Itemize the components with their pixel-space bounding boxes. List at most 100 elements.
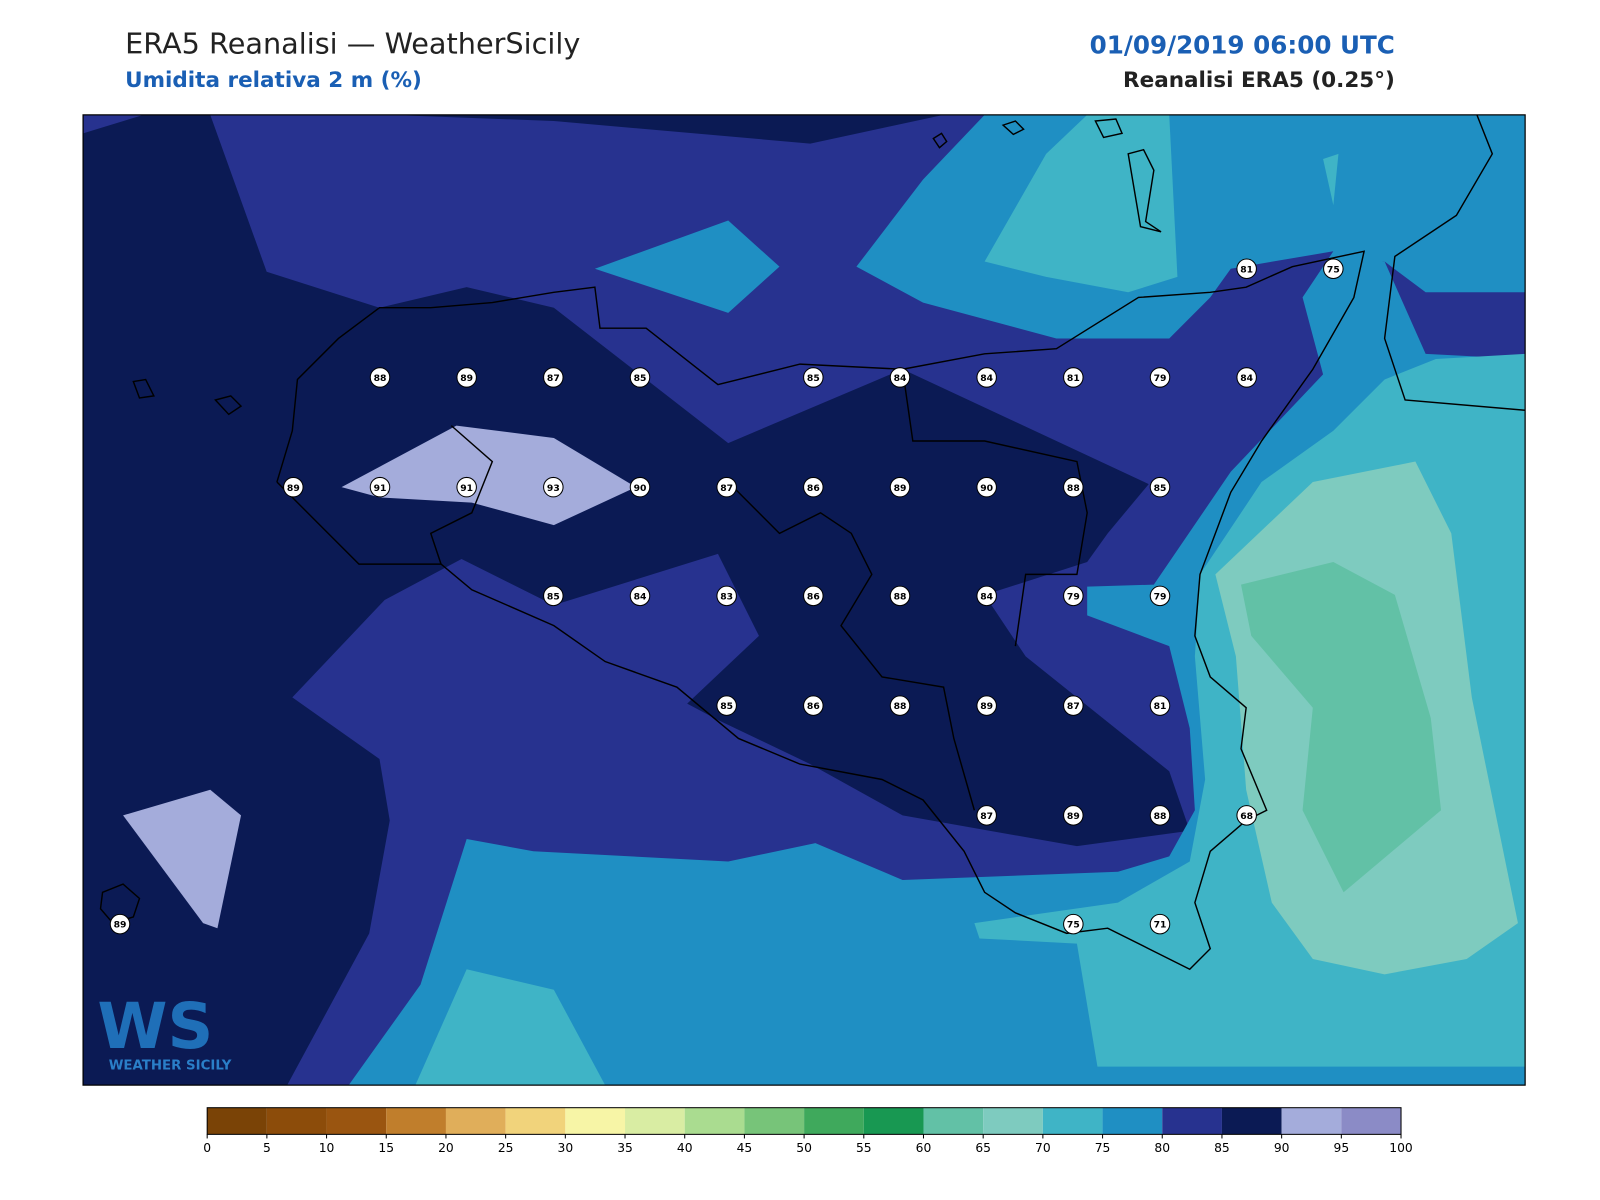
field-90-95: [123, 789, 242, 929]
datetime: 01/09/2019 06:00 UTC: [1090, 30, 1395, 59]
station-marker: [803, 476, 824, 498]
colorbar-tick-label: 0: [203, 1141, 211, 1155]
station-value: 75: [1327, 264, 1340, 275]
map: 81 75 88 89 87 85 85 84 84 81 79 84 89 91 91 93 90 87 86 89…: [83, 114, 1526, 1086]
station-value: 87: [720, 483, 733, 494]
station-marker: [1063, 476, 1084, 498]
station-value: 86: [807, 701, 820, 712]
station-value: 89: [894, 483, 907, 494]
station-marker: [976, 367, 997, 388]
colorbar-tick-label: 65: [975, 1141, 991, 1155]
station-value: 85: [807, 373, 820, 384]
station-marker: [1063, 367, 1084, 388]
station-marker: [889, 476, 911, 498]
station-marker: [543, 367, 564, 388]
station-marker: [976, 476, 997, 498]
station-value: 71: [1154, 920, 1167, 931]
station-marker: [369, 476, 391, 498]
station-marker: [1323, 258, 1344, 279]
field-75-80: [594, 220, 780, 313]
station-marker: [889, 695, 911, 716]
station-marker: [1063, 805, 1084, 826]
station-marker: [1149, 913, 1171, 935]
station-value: 87: [1067, 701, 1080, 712]
station-marker: [1149, 476, 1171, 498]
colorbar-swatch: [1341, 1107, 1402, 1135]
colorbar-tick-label: 75: [1095, 1141, 1111, 1155]
colorbar-swatch: [863, 1107, 924, 1135]
colorbar-tick-label: 15: [378, 1141, 394, 1155]
colorbar-tick-label: 25: [498, 1141, 514, 1155]
station-marker: [1063, 585, 1084, 607]
station-value: 85: [720, 701, 733, 712]
station-marker: [716, 695, 737, 716]
station-marker: [1149, 695, 1171, 716]
colorbar-tick-label: 45: [737, 1141, 753, 1155]
station-value: 89: [114, 920, 127, 931]
station-marker: [1236, 367, 1257, 388]
station-marker: [803, 367, 824, 388]
title: ERA5 Reanalisi — WeatherSicily: [125, 26, 580, 60]
station-marker: [629, 585, 651, 607]
colorbar-tick-label: 5: [263, 1141, 271, 1155]
station-value: 90: [980, 483, 993, 494]
colorbar-tick-label: 85: [1214, 1141, 1230, 1155]
station-value: 89: [287, 483, 300, 494]
colorbar-swatch: [565, 1107, 626, 1135]
station-marker: [976, 585, 997, 607]
station-marker: [716, 476, 737, 498]
field-90-95: [341, 425, 636, 526]
colorbar-tick-label: 40: [677, 1141, 693, 1155]
colorbar-tick-label: 80: [1154, 1141, 1170, 1155]
colorbar-swatch: [744, 1107, 805, 1135]
station-marker: [629, 476, 651, 498]
station-value: 79: [1067, 591, 1080, 602]
colorbar-tick-label: 55: [856, 1141, 872, 1155]
station-value: 68: [1240, 811, 1253, 822]
colorbar-tick-label: 100: [1389, 1141, 1412, 1155]
colorbar-tick-label: 20: [438, 1141, 454, 1155]
colorbar-swatch: [1221, 1107, 1282, 1135]
station-value: 90: [634, 483, 647, 494]
colorbar: 0 5 10 15 20 25 30 35 40 45 50 55 60 65 70 75 80 85 90 95 10…: [203, 1107, 1413, 1155]
field-70-75: [1323, 153, 1339, 206]
station-marker: [803, 585, 824, 607]
colorbar-swatch: [1102, 1107, 1163, 1135]
station-marker: [1063, 913, 1084, 935]
station-marker: [976, 695, 997, 716]
colorbar-tick-label: 35: [617, 1141, 633, 1155]
station-value: 89: [460, 373, 473, 384]
coastline: [276, 250, 1366, 971]
station-value: 84: [1240, 373, 1253, 384]
colorbar-tick-label: 50: [796, 1141, 812, 1155]
station-marker: [716, 585, 737, 607]
colorbar-swatch: [923, 1107, 984, 1135]
station-marker: [1063, 695, 1084, 716]
station-value: 89: [980, 701, 993, 712]
colorbar-swatch: [804, 1107, 864, 1135]
station-value: 79: [1154, 373, 1167, 384]
station-marker: [1236, 258, 1257, 279]
station-marker: [543, 585, 564, 607]
internal-borders: [727, 481, 976, 811]
station-value: 84: [980, 591, 993, 602]
field-60-65: [1241, 562, 1442, 893]
station-marker: [456, 476, 477, 498]
station-value: 75: [1067, 920, 1080, 931]
station-marker: [889, 585, 911, 607]
station-marker: [976, 805, 997, 826]
subtitle: Umidita relativa 2 m (%): [125, 68, 422, 93]
station-value: 88: [1154, 811, 1167, 822]
station-value: 85: [634, 373, 647, 384]
colorbar-swatch: [445, 1107, 506, 1135]
colorbar-swatch: [207, 1107, 267, 1135]
station-marker: [283, 476, 304, 498]
colorbar-swatch: [266, 1107, 327, 1135]
colorbar-tick-label: 30: [558, 1141, 574, 1155]
station-value: 85: [1154, 483, 1167, 494]
colorbar-swatch: [326, 1107, 387, 1135]
station-value: 91: [374, 483, 387, 494]
colorbar-swatch: [684, 1107, 745, 1135]
